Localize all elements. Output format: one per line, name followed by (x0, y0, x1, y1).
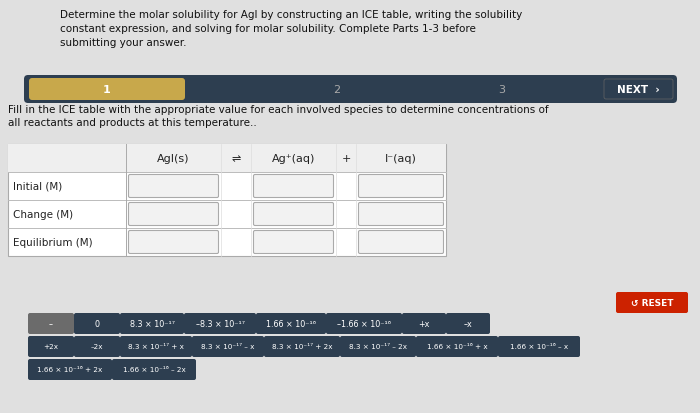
FancyBboxPatch shape (74, 336, 120, 357)
FancyBboxPatch shape (120, 336, 192, 357)
Text: Initial (M): Initial (M) (13, 182, 62, 192)
FancyBboxPatch shape (28, 313, 74, 334)
FancyBboxPatch shape (616, 292, 688, 313)
FancyBboxPatch shape (28, 336, 74, 357)
FancyBboxPatch shape (192, 336, 264, 357)
Text: –: – (49, 319, 53, 328)
FancyBboxPatch shape (253, 203, 333, 226)
Text: +x: +x (419, 319, 430, 328)
Text: 1.66 × 10⁻¹⁶ – x: 1.66 × 10⁻¹⁶ – x (510, 344, 568, 350)
FancyBboxPatch shape (446, 313, 490, 334)
Text: 1.66 × 10⁻¹⁶ + 2x: 1.66 × 10⁻¹⁶ + 2x (37, 367, 103, 373)
FancyBboxPatch shape (29, 79, 185, 101)
Text: 8.3 × 10⁻¹⁷ + x: 8.3 × 10⁻¹⁷ + x (128, 344, 184, 350)
FancyBboxPatch shape (358, 203, 444, 226)
FancyBboxPatch shape (129, 175, 218, 198)
Text: Ag⁺(aq): Ag⁺(aq) (272, 154, 315, 164)
Text: Determine the molar solubility for AgI by constructing an ICE table, writing the: Determine the molar solubility for AgI b… (60, 10, 522, 48)
Text: 3: 3 (498, 85, 505, 95)
Text: +2x: +2x (43, 344, 59, 350)
Text: –1.66 × 10⁻¹⁶: –1.66 × 10⁻¹⁶ (337, 319, 391, 328)
Text: 1: 1 (103, 85, 111, 95)
Text: 2: 2 (333, 85, 341, 95)
FancyBboxPatch shape (358, 231, 444, 254)
FancyBboxPatch shape (28, 359, 112, 380)
FancyBboxPatch shape (129, 231, 218, 254)
Text: –x: –x (463, 319, 473, 328)
Text: –2x: –2x (91, 344, 104, 350)
FancyBboxPatch shape (256, 313, 326, 334)
Text: +: + (342, 154, 351, 164)
Text: 1.66 × 10⁻¹⁶: 1.66 × 10⁻¹⁶ (266, 319, 316, 328)
Text: 0: 0 (94, 319, 99, 328)
FancyBboxPatch shape (498, 336, 580, 357)
FancyBboxPatch shape (402, 313, 446, 334)
Text: ⇌: ⇌ (231, 154, 241, 164)
FancyBboxPatch shape (326, 313, 402, 334)
Text: 1.66 × 10⁻¹⁶ – 2x: 1.66 × 10⁻¹⁶ – 2x (122, 367, 186, 373)
Text: I⁻(aq): I⁻(aq) (385, 154, 417, 164)
FancyBboxPatch shape (253, 231, 333, 254)
FancyBboxPatch shape (24, 76, 677, 104)
FancyBboxPatch shape (253, 175, 333, 198)
Text: 1.66 × 10⁻¹⁶ + x: 1.66 × 10⁻¹⁶ + x (427, 344, 487, 350)
Text: ↺ RESET: ↺ RESET (631, 298, 673, 307)
FancyBboxPatch shape (74, 313, 120, 334)
FancyBboxPatch shape (358, 175, 444, 198)
FancyBboxPatch shape (129, 203, 218, 226)
FancyBboxPatch shape (604, 80, 673, 100)
FancyBboxPatch shape (340, 336, 416, 357)
Text: 8.3 × 10⁻¹⁷ – x: 8.3 × 10⁻¹⁷ – x (202, 344, 255, 350)
FancyBboxPatch shape (184, 313, 256, 334)
Text: 8.3 × 10⁻¹⁷ + 2x: 8.3 × 10⁻¹⁷ + 2x (272, 344, 332, 350)
Bar (8, 145, 446, 173)
FancyBboxPatch shape (264, 336, 340, 357)
Text: 8.3 × 10⁻¹⁷ – 2x: 8.3 × 10⁻¹⁷ – 2x (349, 344, 407, 350)
Text: Change (M): Change (M) (13, 209, 73, 219)
Bar (8, 145, 446, 256)
FancyBboxPatch shape (112, 359, 196, 380)
Text: 8.3 × 10⁻¹⁷: 8.3 × 10⁻¹⁷ (130, 319, 174, 328)
Text: Fill in the ICE table with the appropriate value for each involved species to de: Fill in the ICE table with the appropria… (8, 105, 549, 128)
Text: AgI(s): AgI(s) (158, 154, 190, 164)
Text: –8.3 × 10⁻¹⁷: –8.3 × 10⁻¹⁷ (195, 319, 244, 328)
Text: NEXT  ›: NEXT › (617, 85, 660, 95)
FancyBboxPatch shape (120, 313, 184, 334)
FancyBboxPatch shape (416, 336, 498, 357)
Text: Equilibrium (M): Equilibrium (M) (13, 237, 92, 247)
